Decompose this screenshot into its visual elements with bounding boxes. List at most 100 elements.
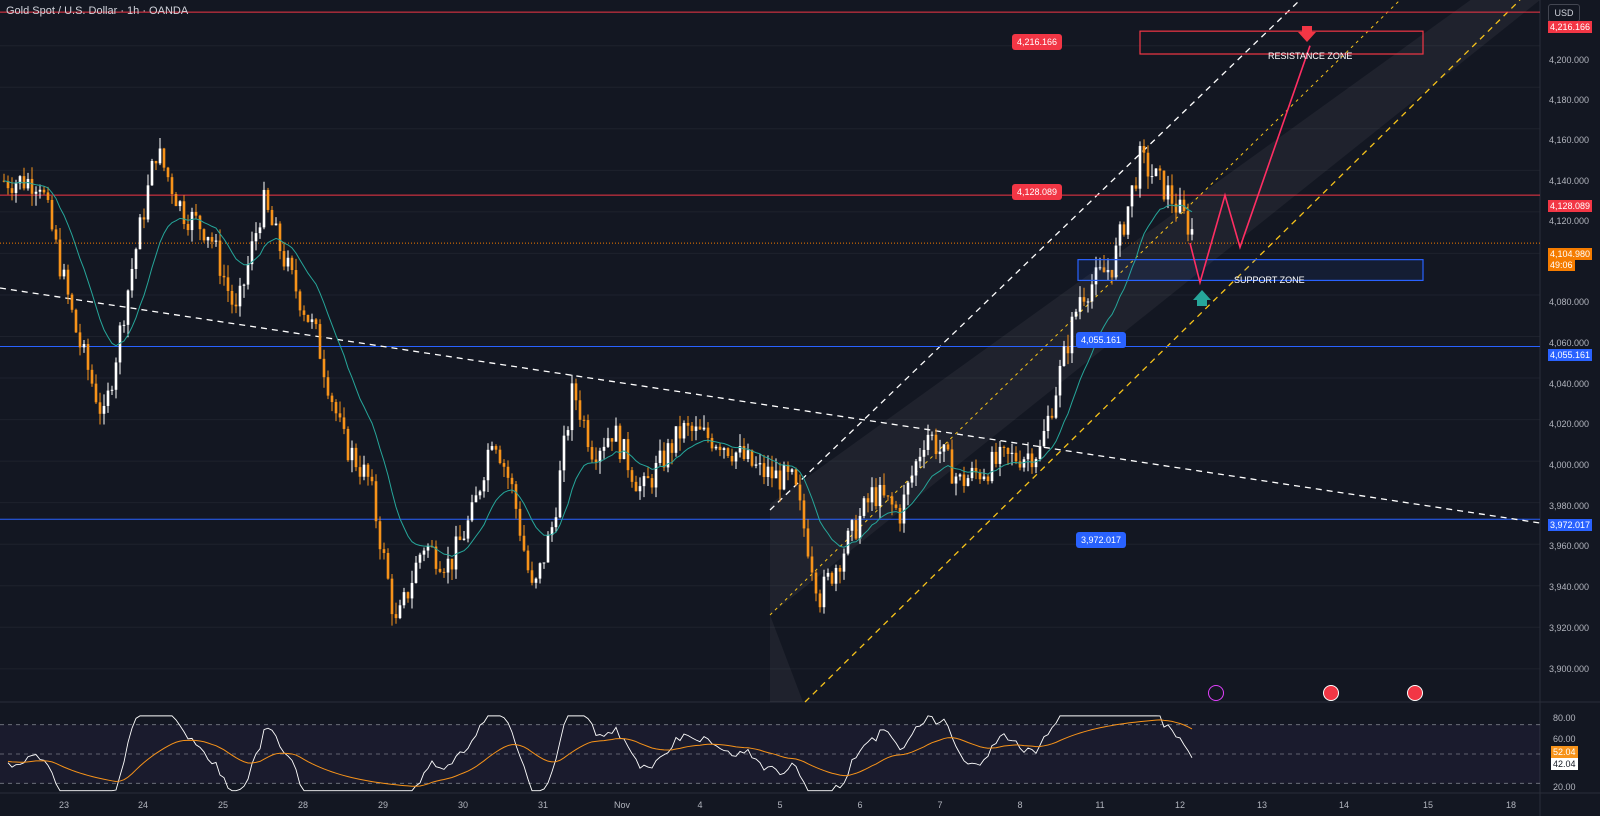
candle-body xyxy=(758,463,762,465)
channel-fill xyxy=(770,0,1540,702)
candle-body xyxy=(786,464,790,472)
ma-line xyxy=(3,180,1193,558)
us-flag-event-icon[interactable] xyxy=(1407,685,1423,701)
candle-body xyxy=(1114,245,1118,278)
currency-button[interactable]: USD xyxy=(1548,4,1580,22)
candle-body xyxy=(310,319,314,322)
candle-body xyxy=(806,528,810,557)
candle-body xyxy=(102,405,106,414)
candle-body xyxy=(426,546,430,551)
date-tick: 5 xyxy=(777,800,783,810)
lightning-event-icon[interactable] xyxy=(1208,685,1224,701)
candle-body xyxy=(850,520,854,531)
candle-body xyxy=(762,463,766,477)
candle-body xyxy=(286,257,290,267)
date-tick: 28 xyxy=(297,800,309,810)
candle-body xyxy=(570,383,574,431)
channel-lower-line xyxy=(804,0,1521,703)
candle-body xyxy=(1162,170,1166,200)
date-tick: 13 xyxy=(1256,800,1268,810)
candle-body xyxy=(422,550,426,555)
candle-body xyxy=(622,439,626,460)
candle-body xyxy=(318,324,322,359)
candle-body xyxy=(294,270,298,292)
candle-body xyxy=(690,425,694,431)
candle-body xyxy=(182,201,186,225)
candle-body xyxy=(46,192,50,200)
price-tag-top: 4,216.166 xyxy=(1548,21,1593,33)
candle-body xyxy=(546,535,550,563)
candle-body xyxy=(662,450,666,468)
candle-body xyxy=(374,481,378,522)
candle-body xyxy=(618,425,622,460)
candle-body xyxy=(742,446,746,460)
price-tick: 3,980.000 xyxy=(1549,501,1590,511)
candle-body xyxy=(782,464,786,490)
date-tick: 8 xyxy=(1017,800,1023,810)
candle-body xyxy=(70,294,74,310)
date-tick: 4 xyxy=(697,800,703,810)
candle-body xyxy=(710,437,714,449)
projection-path[interactable] xyxy=(1189,26,1316,306)
candle-body xyxy=(778,470,782,490)
rsi-tick: 60.00 xyxy=(1553,734,1576,744)
candle-body xyxy=(1154,168,1158,177)
candle-body xyxy=(674,426,678,453)
rsi-ma-value: 52.04 xyxy=(1551,746,1578,758)
candle-body xyxy=(118,325,122,363)
rsi-tick: 20.00 xyxy=(1553,782,1576,792)
candle-body xyxy=(1054,395,1058,418)
candle-body xyxy=(202,229,206,241)
candle-body xyxy=(38,189,42,192)
ascending-channel xyxy=(769,0,1540,703)
candle-body xyxy=(718,446,722,451)
candle-body xyxy=(490,446,494,450)
candle-body xyxy=(486,449,490,481)
candle-body xyxy=(918,456,922,462)
price-zones[interactable] xyxy=(1077,30,1424,282)
support-zone-label: SUPPORT ZONE xyxy=(1234,275,1305,285)
moving-average-line xyxy=(3,180,1193,558)
candle-body xyxy=(678,426,682,439)
candle-body xyxy=(722,448,726,451)
horizontal-levels[interactable] xyxy=(0,11,1540,520)
candle-body xyxy=(974,467,978,473)
candle-body xyxy=(554,517,558,528)
candle-body xyxy=(770,466,774,479)
candle-body xyxy=(530,570,534,583)
candle-body xyxy=(654,462,658,488)
candle-body xyxy=(270,209,274,226)
descending-trendline[interactable] xyxy=(0,287,1541,524)
candle-body xyxy=(1110,269,1114,278)
candle-body xyxy=(1094,267,1098,285)
candle-body xyxy=(230,290,234,305)
us-flag-event-icon[interactable] xyxy=(1323,685,1339,701)
candle-body xyxy=(902,494,906,524)
candle-body xyxy=(670,443,674,453)
candle-body xyxy=(410,582,414,599)
candle-body xyxy=(950,449,954,484)
candle-body xyxy=(1046,415,1050,431)
candle-body xyxy=(66,269,70,295)
candle-body xyxy=(1062,346,1066,366)
price-tick: 4,080.000 xyxy=(1549,297,1590,307)
candle-body xyxy=(138,217,142,250)
candle-body xyxy=(934,434,938,455)
candle-body xyxy=(542,562,546,564)
candle-body xyxy=(646,476,650,479)
candle-body xyxy=(478,491,482,496)
price-tick: 4,140.000 xyxy=(1549,176,1590,186)
candle-body xyxy=(266,189,270,210)
candle-body xyxy=(798,484,802,501)
candle-body xyxy=(354,447,358,468)
candle-body xyxy=(158,148,162,164)
candle-body xyxy=(790,469,794,472)
candle-body xyxy=(6,180,10,189)
price-tag-countdown: 49:06 xyxy=(1548,259,1575,271)
candle-body xyxy=(726,448,730,456)
candle-body xyxy=(1090,284,1094,302)
price-tick: 4,160.000 xyxy=(1549,135,1590,145)
candle-body xyxy=(962,474,966,486)
candle-body xyxy=(1030,453,1034,468)
